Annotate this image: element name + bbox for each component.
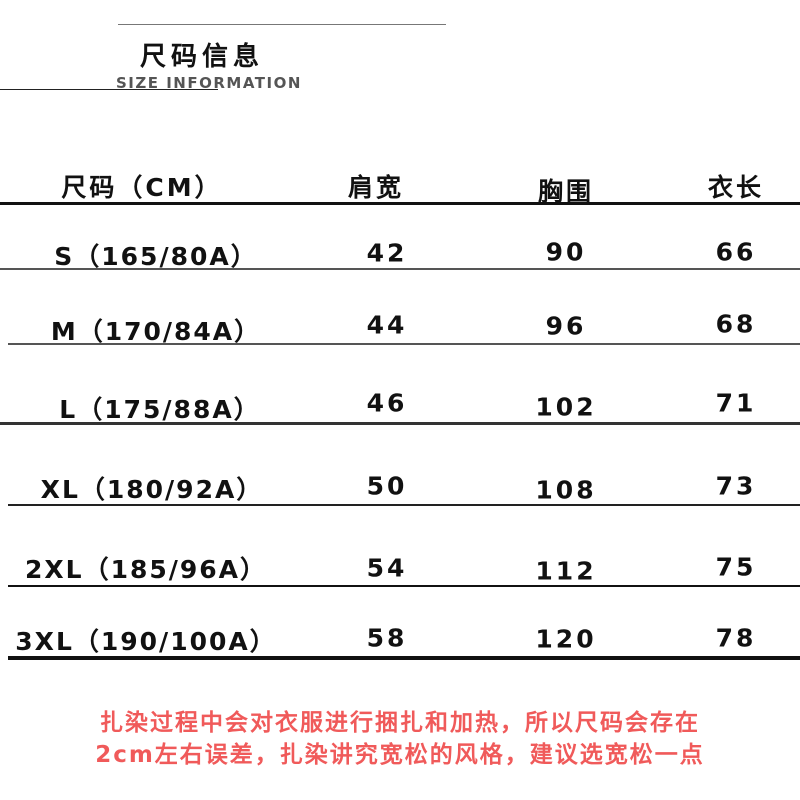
page-subtitle: SIZE INFORMATION bbox=[116, 74, 302, 92]
chest-cell: 112 bbox=[535, 556, 597, 586]
shoulder-cell: 42 bbox=[366, 238, 408, 268]
length-cell: 75 bbox=[715, 552, 757, 582]
column-header-length: 衣长 bbox=[707, 173, 765, 202]
table-bottom-rule bbox=[8, 656, 800, 660]
shoulder-cell: 54 bbox=[366, 553, 408, 583]
shoulder-cell: 44 bbox=[366, 310, 408, 340]
chest-cell: 108 bbox=[535, 475, 597, 505]
length-cell: 78 bbox=[715, 623, 757, 653]
column-header-size: 尺码（CM） bbox=[61, 173, 223, 202]
row-rule bbox=[0, 268, 800, 270]
length-cell: 66 bbox=[715, 237, 757, 267]
header-rule bbox=[0, 202, 800, 205]
size-cell: S（165/80A） bbox=[54, 242, 258, 271]
length-cell: 73 bbox=[715, 471, 757, 501]
chest-cell: 90 bbox=[545, 237, 587, 267]
shoulder-cell: 46 bbox=[366, 388, 408, 418]
row-rule bbox=[8, 504, 800, 506]
column-header-shoulder: 肩宽 bbox=[347, 173, 405, 202]
note-line-1: 扎染过程中会对衣服进行捆扎和加热，所以尺码会存在 bbox=[100, 710, 700, 736]
note-line-2: 2cm左右误差，扎染讲究宽松的风格，建议选宽松一点 bbox=[95, 742, 705, 768]
row-rule bbox=[8, 585, 800, 587]
chest-cell: 96 bbox=[545, 311, 587, 341]
size-cell: M（170/84A） bbox=[50, 317, 262, 346]
length-cell: 71 bbox=[715, 388, 757, 418]
row-rule bbox=[8, 343, 800, 345]
title-top-rule bbox=[118, 24, 446, 25]
size-cell: 2XL（185/96A） bbox=[24, 555, 268, 584]
size-cell: 3XL（190/100A） bbox=[15, 627, 277, 656]
chest-cell: 102 bbox=[535, 392, 597, 422]
chest-cell: 120 bbox=[535, 624, 597, 654]
size-cell: XL（180/92A） bbox=[40, 475, 264, 504]
shoulder-cell: 50 bbox=[366, 471, 408, 501]
column-header-chest: 胸围 bbox=[537, 177, 595, 206]
title-left-rule bbox=[0, 89, 218, 90]
size-cell: L（175/88A） bbox=[59, 395, 261, 424]
length-cell: 68 bbox=[715, 309, 757, 339]
row-rule bbox=[0, 422, 800, 425]
shoulder-cell: 58 bbox=[366, 623, 408, 653]
page-title: 尺码信息 bbox=[140, 42, 265, 72]
